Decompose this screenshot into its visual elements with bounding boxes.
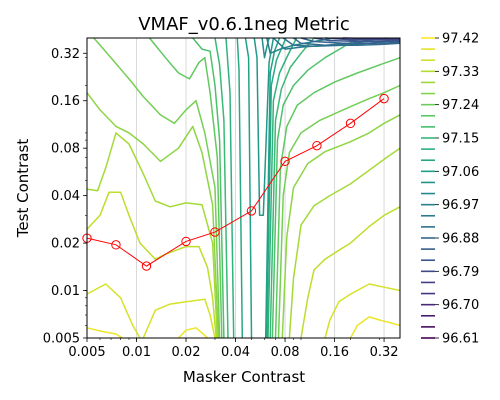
contour-line bbox=[86, 132, 219, 339]
x-tick-label: 0.005 bbox=[68, 345, 105, 360]
y-tick-label: 0.005 bbox=[43, 332, 80, 347]
y-axis: 0.005 0.01 0.02 0.04 0.08 0.16 0.32 bbox=[43, 47, 87, 347]
y-tick-label: 0.32 bbox=[51, 47, 80, 62]
contour-line bbox=[271, 37, 358, 339]
colorbar-tick-label: 96.97 bbox=[442, 198, 479, 213]
threshold-point bbox=[345, 118, 356, 129]
contour-line bbox=[288, 147, 401, 339]
contour-line bbox=[269, 37, 315, 339]
plot-area bbox=[82, 37, 401, 339]
contour-line bbox=[324, 283, 401, 339]
contour-line bbox=[86, 92, 220, 339]
contour-line bbox=[244, 37, 253, 339]
contour-lines bbox=[86, 37, 401, 339]
threshold-point bbox=[111, 240, 121, 250]
colorbar-tick-label: 96.79 bbox=[442, 265, 479, 280]
y-tick-label: 0.02 bbox=[51, 237, 80, 252]
threshold-point bbox=[210, 227, 220, 237]
x-tick-label: 0.04 bbox=[221, 345, 250, 360]
contour-line bbox=[266, 37, 335, 55]
contour-line bbox=[225, 37, 235, 339]
contour-line bbox=[177, 327, 209, 339]
contour-line bbox=[142, 298, 216, 339]
colorbar-tick-label: 96.70 bbox=[442, 298, 479, 313]
plot-background bbox=[87, 38, 400, 338]
contour-line bbox=[300, 37, 401, 45]
colorbar-tick-label: 97.24 bbox=[442, 98, 479, 113]
y-tick-label: 0.01 bbox=[51, 284, 80, 299]
x-axis: 0.005 0.01 0.02 0.04 0.08 0.16 0.32 bbox=[68, 338, 399, 360]
contour-line bbox=[93, 37, 221, 339]
x-tick-label: 0.16 bbox=[320, 345, 349, 360]
contour-line bbox=[236, 37, 244, 339]
x-tick-label: 0.08 bbox=[271, 345, 300, 360]
contour-line bbox=[86, 283, 141, 339]
colorbar: 97.42 97.33 97.24 97.15 97.06 96.97 96.88 96.79… bbox=[421, 32, 479, 347]
x-tick-label: 0.01 bbox=[122, 345, 151, 360]
contour-line bbox=[192, 37, 225, 339]
colorbar-tick-label: 97.33 bbox=[442, 65, 479, 80]
contour-line bbox=[86, 191, 217, 339]
x-tick-label: 0.02 bbox=[172, 345, 201, 360]
plot-frame bbox=[86, 37, 401, 339]
y-axis-label: Test Contrast bbox=[14, 139, 32, 239]
colorbar-tick-label: 97.06 bbox=[442, 165, 479, 180]
threshold-point bbox=[379, 93, 389, 104]
y-tick-label: 0.16 bbox=[51, 94, 80, 109]
colorbar-tick-label: 96.61 bbox=[442, 332, 479, 347]
contour-line bbox=[281, 114, 401, 339]
contour-line bbox=[86, 327, 123, 339]
threshold-line bbox=[86, 98, 385, 267]
threshold-point bbox=[280, 156, 290, 167]
x-tick-label: 0.32 bbox=[370, 345, 399, 360]
threshold-point bbox=[312, 140, 322, 151]
contour-line bbox=[324, 37, 400, 41]
contour-line bbox=[293, 37, 401, 46]
colorbar-tick-label: 97.15 bbox=[442, 132, 479, 147]
y-tick-label: 0.08 bbox=[51, 142, 80, 157]
colorbar-tick-label: 97.42 bbox=[442, 32, 479, 47]
contour-line bbox=[214, 37, 229, 339]
contour-line bbox=[349, 316, 401, 339]
threshold-point bbox=[246, 206, 257, 216]
contour-line bbox=[253, 37, 275, 217]
y-tick-label: 0.04 bbox=[51, 189, 80, 204]
contour-line bbox=[313, 37, 401, 43]
colorbar-tick-label: 96.88 bbox=[442, 232, 479, 247]
contour-line bbox=[264, 37, 281, 339]
threshold-series bbox=[82, 93, 389, 271]
x-axis-label: Masker Contrast bbox=[183, 368, 305, 386]
contour-line bbox=[148, 37, 223, 339]
threshold-point bbox=[181, 236, 191, 247]
contour-line bbox=[274, 56, 401, 339]
contour-line bbox=[267, 37, 298, 339]
contour-line bbox=[277, 84, 401, 339]
contour-line bbox=[300, 206, 401, 339]
threshold-point bbox=[141, 261, 152, 271]
chart-title: VMAF_v0.6.1neg Metric bbox=[138, 14, 350, 35]
